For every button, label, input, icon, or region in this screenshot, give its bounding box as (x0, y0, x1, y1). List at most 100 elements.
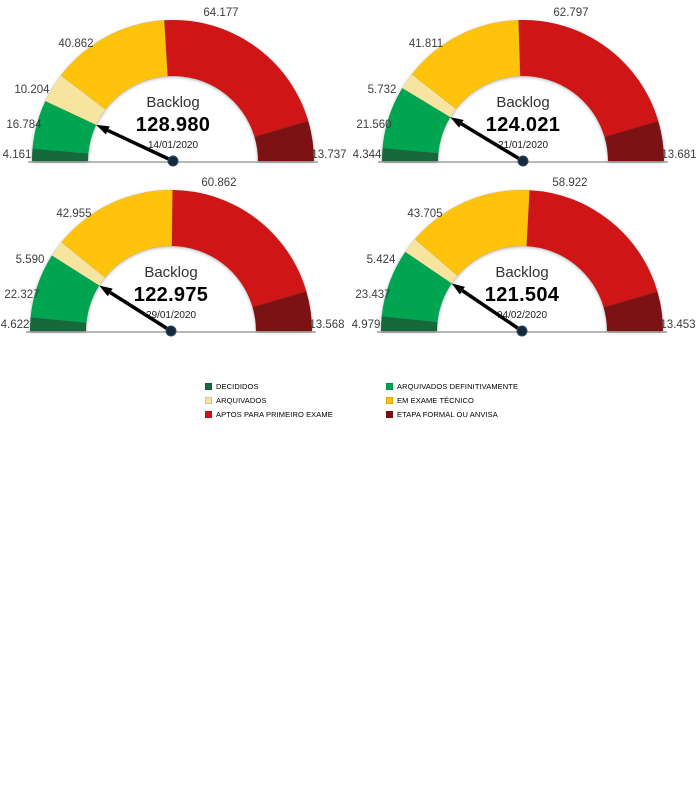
gauge-ring (29, 189, 313, 332)
segment-label-aptos-para-primeiro-exame: 60.862 (201, 177, 236, 189)
legend-swatch-arquivados-definitivamente (386, 382, 393, 390)
backlog-gauge-3: Backlog 122.975 29/01/2020 4.622 22.327 5.… (0, 170, 348, 352)
segment-label-arquivados-definitivamente: 22.327 (4, 289, 39, 301)
gauge-center-text: Backlog 121.504 04/02/2020 (442, 264, 602, 322)
gauge-segment-em-exame-tecnico[interactable] (414, 189, 530, 277)
segment-label-arquivados: 5.590 (16, 254, 45, 266)
gauge-arc-canvas: 4.161 16.784 10.204 40.862 64.177 13.737 (3, 7, 347, 167)
gauge-ring (380, 189, 664, 332)
gauge-needle (461, 289, 523, 333)
gauge-value: 124.021 (485, 114, 561, 136)
gauge-value: 128.980 (135, 114, 211, 136)
gauge-value: 122.975 (133, 284, 209, 306)
gauge-title: Backlog (496, 94, 550, 111)
legend-label: ARQUIVADOS (216, 395, 267, 405)
gauge-ring (31, 19, 315, 162)
gauge-segment-em-exame-tecnico[interactable] (61, 189, 173, 278)
legend-item-arquivados-definitivamente[interactable]: ARQUIVADOS DEFINITIVAMENTE (386, 379, 518, 393)
gauge-ring (381, 19, 665, 162)
segment-label-etapa-formal-ou-anvisa: 13.737 (311, 149, 346, 161)
gauge-segment-aptos-para-primeiro-exame[interactable] (526, 189, 658, 308)
legend-swatch-decididos (205, 382, 212, 390)
segment-label-etapa-formal-ou-anvisa: 13.453 (660, 319, 695, 331)
gauge-center-text: Backlog 128.980 14/01/2020 (93, 94, 253, 152)
gauge-needle-arrowhead-icon (96, 124, 110, 135)
gauge-segment-etapa-formal-ou-anvisa[interactable] (603, 291, 664, 332)
gauge-arc-canvas: 4.622 22.327 5.590 42.955 60.862 13.568 (1, 177, 345, 337)
segment-label-arquivados: 10.204 (14, 84, 50, 96)
segment-label-arquivados-definitivamente: 16.784 (6, 119, 42, 131)
legend-item-arquivados[interactable]: ARQUIVADOS (205, 393, 333, 407)
gauge-date: 04/02/2020 (496, 310, 548, 321)
gauge-center-text: Backlog 124.021 21/01/2020 (443, 94, 603, 152)
segment-label-etapa-formal-ou-anvisa: 13.568 (309, 319, 344, 331)
segment-label-decididos: 4.344 (353, 149, 382, 161)
segment-label-arquivados-definitivamente: 23.437 (355, 289, 390, 301)
legend-item-etapa-formal-ou-anvisa[interactable]: ETAPA FORMAL OU ANVISA (386, 407, 518, 421)
gauge-needle-arrowhead-icon (450, 117, 464, 128)
segment-label-arquivados: 5.732 (368, 84, 397, 96)
gauge-date: 29/01/2020 (145, 310, 197, 321)
gauge-needle-arrowhead-icon (99, 285, 113, 297)
gauge-pivot-dot (516, 325, 528, 337)
legend-swatch-arquivados (205, 396, 212, 404)
legend-column-right: ARQUIVADOS DEFINITIVAMENTE EM EXAME TÉCN… (386, 379, 518, 421)
legend-label: APTOS PARA PRIMEIRO EXAME (216, 409, 333, 419)
legend-swatch-etapa-formal-ou-anvisa (386, 410, 393, 418)
segment-label-aptos-para-primeiro-exame: 58.922 (552, 177, 587, 189)
gauge-needle-arrowhead-icon (451, 283, 465, 295)
gauge-segment-arquivados[interactable] (401, 73, 457, 118)
segment-label-etapa-formal-ou-anvisa: 13.681 (661, 149, 696, 161)
legend-item-aptos-para-primeiro-exame[interactable]: APTOS PARA PRIMEIRO EXAME (205, 407, 333, 421)
gauge-segment-arquivados-definitivamente[interactable] (382, 87, 451, 154)
gauge-segment-aptos-para-primeiro-exame[interactable] (518, 19, 659, 138)
legend-label: EM EXAME TÉCNICO (397, 395, 474, 405)
legend-swatch-aptos-para-primeiro-exame (205, 410, 212, 418)
gauge-segment-etapa-formal-ou-anvisa[interactable] (254, 120, 315, 162)
gauge-segment-decididos[interactable] (380, 316, 438, 332)
gauge-segment-em-exame-tecnico[interactable] (411, 19, 521, 110)
segment-label-aptos-para-primeiro-exame: 62.797 (553, 7, 588, 19)
gauge-title: Backlog (144, 264, 198, 281)
gauge-pivot-dot (165, 325, 177, 337)
segment-label-em-exame-tecnico: 42.955 (56, 208, 91, 220)
backlog-gauge-4: Backlog 121.504 04/02/2020 4.979 23.437 5.… (349, 170, 699, 352)
segment-label-decididos: 4.622 (1, 319, 30, 331)
segment-label-em-exame-tecnico: 40.862 (58, 38, 93, 50)
gauge-pivot-dot (517, 155, 529, 167)
gauge-needle (109, 290, 172, 333)
gauge-pivot-dot (167, 155, 179, 167)
legend-column-left: DECIDIDOS ARQUIVADOS APTOS PARA PRIMEIRO… (205, 379, 333, 421)
legend-label: ARQUIVADOS DEFINITIVAMENTE (397, 381, 519, 391)
segment-label-arquivados-definitivamente: 21.560 (356, 119, 391, 131)
legend-item-em-exame-tecnico[interactable]: EM EXAME TÉCNICO (386, 393, 518, 407)
legend-item-decididos[interactable]: DECIDIDOS (205, 379, 333, 393)
gauge-needle (107, 128, 174, 163)
backlog-gauge-2: Backlog 124.021 21/01/2020 4.344 21.560 5.… (350, 0, 699, 182)
segment-label-decididos: 4.979 (352, 319, 381, 331)
gauge-segment-etapa-formal-ou-anvisa[interactable] (604, 120, 665, 162)
gauge-title: Backlog (495, 264, 549, 281)
gauge-segment-etapa-formal-ou-anvisa[interactable] (252, 291, 313, 332)
gauge-value: 121.504 (484, 284, 560, 306)
segment-label-aptos-para-primeiro-exame: 64.177 (203, 7, 238, 19)
gauge-title: Backlog (146, 94, 200, 111)
segment-label-em-exame-tecnico: 43.705 (407, 208, 442, 220)
legend-label: DECIDIDOS (216, 381, 259, 391)
gauge-segment-arquivados[interactable] (45, 75, 106, 126)
legend-swatch-em-exame-tecnico (386, 396, 393, 404)
gauge-arc-canvas: 4.344 21.560 5.732 41.811 62.797 13.681 (353, 7, 697, 167)
backlog-gauge-1: Backlog 128.980 14/01/2020 4.161 16.784 10… (0, 0, 350, 182)
segment-label-em-exame-tecnico: 41.811 (409, 38, 443, 50)
gauge-center-text: Backlog 122.975 29/01/2020 (91, 264, 251, 322)
gauge-segment-em-exame-tecnico[interactable] (60, 20, 169, 110)
gauge-segment-aptos-para-primeiro-exame[interactable] (171, 189, 307, 308)
segment-label-decididos: 4.161 (3, 149, 32, 161)
gauge-arc-canvas: 4.979 23.437 5.424 43.705 58.922 13.453 (352, 177, 696, 337)
gauge-segment-arquivados[interactable] (404, 238, 458, 284)
gauge-needle (460, 122, 524, 163)
segment-label-arquivados: 5.424 (367, 254, 396, 266)
gauge-date: 14/01/2020 (147, 140, 199, 151)
gauge-segment-aptos-para-primeiro-exame[interactable] (164, 19, 309, 138)
